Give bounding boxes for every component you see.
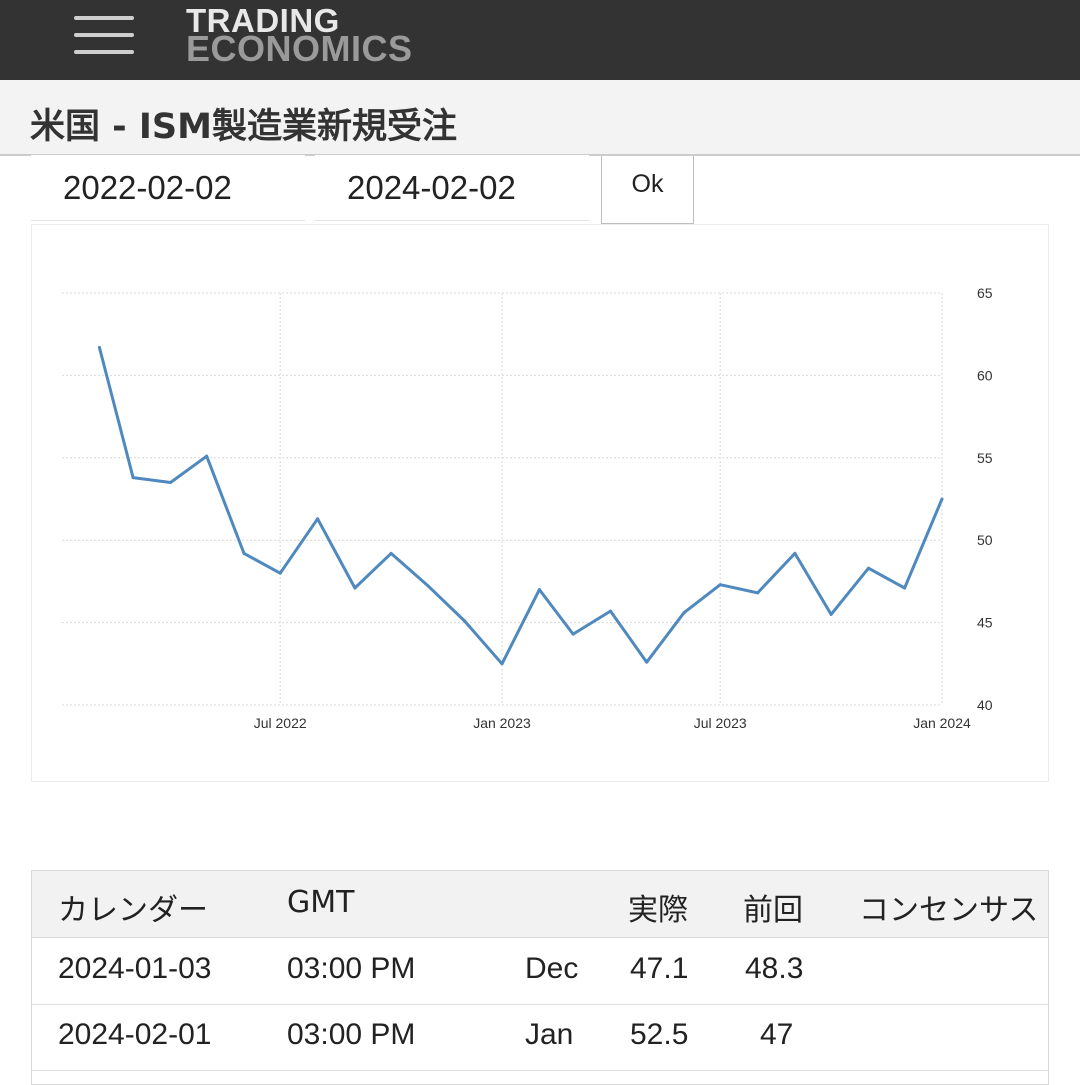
data-point — [97, 345, 101, 349]
row-date: 2024-01-03 — [58, 952, 212, 985]
data-point — [242, 551, 246, 555]
calendar-table: カレンダー GMT 実際 前回 コンセンサス 2024-01-03 03:00 … — [31, 870, 1049, 1085]
data-point — [500, 662, 504, 666]
y-tick-label: 60 — [977, 367, 993, 383]
data-point — [316, 517, 320, 521]
data-point — [131, 476, 135, 480]
data-point — [168, 481, 172, 485]
data-point — [571, 632, 575, 636]
y-tick-label: 45 — [977, 615, 993, 631]
header-gmt: GMT — [287, 885, 355, 920]
data-point — [278, 571, 282, 575]
row-actual: 47.1 — [630, 952, 689, 985]
data-point — [426, 584, 430, 588]
logo-line-1: TRADING — [186, 2, 340, 39]
page-title: 米国 - ISM製造業新規受注 — [30, 107, 457, 147]
table-header-row: カレンダー GMT 実際 前回 コンセンサス — [32, 871, 1048, 938]
data-point — [718, 583, 722, 587]
header-actual: 実際 — [628, 893, 688, 928]
table-row[interactable]: 2024-02-01 03:00 PM Jan 52.5 47 — [32, 1004, 1048, 1071]
page-title-bar: 米国 - ISM製造業新規受注 — [0, 80, 1080, 156]
data-point — [682, 611, 686, 615]
row-previous: 48.3 — [745, 952, 804, 985]
row-period: Jan — [525, 1018, 574, 1051]
start-date-input[interactable] — [31, 155, 305, 221]
y-tick-label: 40 — [977, 697, 993, 713]
data-point — [756, 591, 760, 595]
end-date-input[interactable] — [315, 155, 589, 221]
data-point — [463, 619, 467, 623]
line-chart: 40 45 50 55 60 65 Jul 2022 Jan 2023 Jul 2023 Jan … — [31, 224, 1049, 782]
row-period: Dec — [525, 952, 579, 985]
top-navigation-bar: TRADING ECONOMICS — [0, 0, 1080, 80]
table-row[interactable]: 2024-01-03 03:00 PM Dec 47.1 48.3 — [32, 938, 1048, 1005]
data-point — [645, 660, 649, 664]
site-logo[interactable]: TRADING ECONOMICS — [186, 2, 413, 69]
y-tick-label: 65 — [977, 285, 993, 301]
ok-button[interactable]: Ok — [601, 156, 694, 224]
chart-canvas: 40 45 50 55 60 65 Jul 2022 Jan 2023 Jul 2023 Jan … — [62, 285, 993, 731]
row-time: 03:00 PM — [287, 952, 416, 985]
data-point — [205, 454, 209, 458]
y-tick-label: 50 — [977, 532, 993, 548]
header-previous: 前回 — [743, 893, 803, 928]
data-point — [940, 497, 944, 501]
data-point — [389, 551, 393, 555]
header-calendar: カレンダー — [58, 893, 208, 928]
row-date: 2024-02-01 — [58, 1018, 212, 1051]
data-point — [353, 586, 357, 590]
data-point — [829, 612, 833, 616]
x-tick-label: Jan 2024 — [913, 715, 971, 731]
menu-icon[interactable] — [74, 16, 136, 56]
data-point — [793, 551, 797, 555]
y-tick-label: 55 — [977, 450, 993, 466]
row-time: 03:00 PM — [287, 1018, 416, 1051]
series-line — [97, 347, 944, 666]
x-tick-label: Jan 2023 — [473, 715, 531, 731]
data-point — [866, 566, 870, 570]
data-point — [537, 588, 541, 592]
x-tick-label: Jul 2023 — [694, 715, 747, 731]
header-consensus: コンセンサス — [859, 893, 1039, 928]
logo-line-2: ECONOMICS — [186, 28, 413, 69]
x-tick-label: Jul 2022 — [254, 715, 307, 731]
data-point — [608, 609, 612, 613]
row-previous: 47 — [760, 1018, 794, 1051]
row-actual: 52.5 — [630, 1018, 689, 1051]
data-point — [903, 586, 907, 590]
